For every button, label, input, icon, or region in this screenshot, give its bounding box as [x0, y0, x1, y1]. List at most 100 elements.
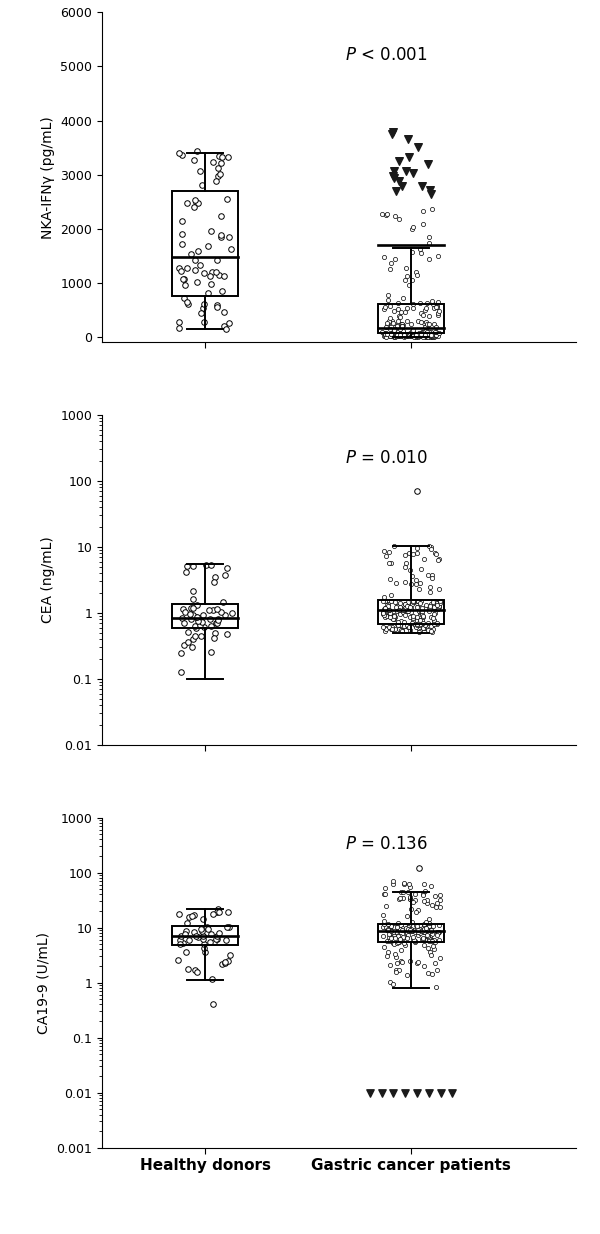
Point [425, 180, 435, 200]
Point [386, 922, 395, 942]
Point [199, 263, 209, 283]
Point [182, 555, 191, 575]
Point [401, 162, 411, 181]
Point [400, 326, 409, 346]
Point [404, 617, 413, 637]
Point [421, 300, 430, 320]
Point [408, 591, 418, 611]
Point [386, 619, 396, 639]
Bar [378, 601, 444, 624]
Point [427, 326, 437, 346]
Point [386, 585, 395, 605]
Point [421, 917, 431, 937]
Point [413, 926, 422, 945]
Point [433, 292, 443, 312]
Point [407, 566, 416, 586]
Point [190, 616, 200, 636]
Point [416, 325, 426, 344]
Point [415, 923, 425, 943]
Point [400, 935, 409, 955]
Point [397, 315, 406, 334]
Point [198, 927, 208, 946]
Point [424, 601, 433, 621]
Point [208, 263, 217, 283]
Point [387, 326, 397, 346]
Point [407, 594, 417, 613]
Point [176, 934, 185, 954]
Point [195, 254, 205, 274]
Point [401, 326, 410, 346]
Point [412, 607, 422, 627]
Point [419, 322, 428, 342]
Point [419, 914, 429, 934]
Point [181, 561, 191, 581]
Point [385, 318, 395, 338]
Point [216, 602, 226, 622]
Point [222, 558, 232, 578]
Point [388, 875, 398, 895]
Point [398, 928, 408, 948]
Point [214, 265, 224, 285]
Point [389, 919, 398, 939]
Point [190, 626, 200, 645]
Point [175, 318, 184, 338]
Point [403, 617, 413, 637]
Point [424, 326, 434, 346]
Point [423, 917, 433, 937]
Point [221, 930, 230, 950]
Point [386, 323, 396, 343]
Point [385, 972, 395, 992]
Point [379, 606, 389, 626]
Point [220, 302, 229, 322]
Point [388, 610, 398, 629]
Point [388, 618, 397, 638]
Point [184, 907, 193, 927]
Point [432, 296, 442, 316]
Point [196, 302, 206, 322]
Point [410, 932, 419, 951]
Point [400, 595, 410, 615]
Point [418, 305, 428, 325]
Point [398, 322, 408, 342]
Point [383, 919, 392, 939]
Point [433, 305, 443, 325]
Point [433, 960, 442, 980]
Point [415, 859, 424, 879]
Point [395, 594, 405, 613]
Point [179, 288, 189, 307]
Point [419, 549, 428, 569]
Point [183, 294, 193, 313]
Point [414, 579, 424, 598]
Point [385, 928, 394, 948]
Point [425, 929, 435, 949]
Point [391, 574, 401, 594]
Point [427, 921, 436, 940]
Point [422, 315, 432, 334]
Point [186, 610, 196, 629]
Point [419, 874, 428, 893]
Point [417, 597, 427, 617]
Point [211, 568, 220, 587]
Point [412, 597, 422, 617]
Point [423, 154, 433, 174]
Point [407, 220, 416, 239]
Point [431, 297, 441, 317]
Point [431, 932, 440, 951]
Point [387, 323, 397, 343]
Point [427, 327, 436, 347]
Point [401, 545, 410, 565]
Point [418, 884, 428, 903]
Point [394, 888, 404, 908]
Point [433, 326, 443, 346]
Point [211, 613, 221, 633]
Point [428, 294, 438, 313]
Point [398, 176, 407, 196]
Point [427, 568, 437, 587]
Point [197, 612, 207, 632]
Point [427, 616, 436, 636]
Point [385, 617, 394, 637]
Point [380, 879, 390, 898]
Point [394, 311, 403, 331]
Point [393, 326, 403, 346]
Point [379, 591, 388, 611]
